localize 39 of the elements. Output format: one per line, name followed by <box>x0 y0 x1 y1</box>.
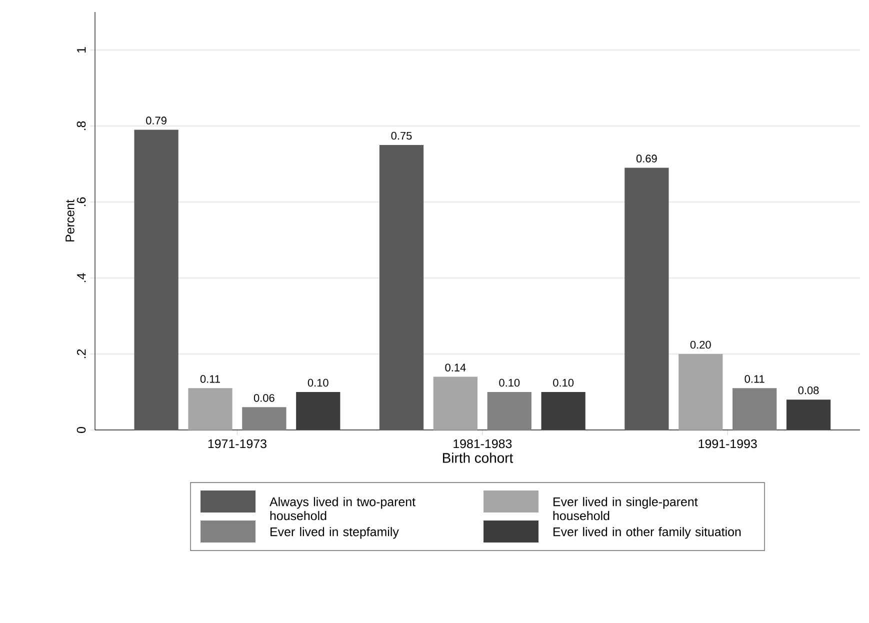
y-axis-title: Percent <box>66 200 74 242</box>
legend-label: Ever lived in stepfamily <box>270 527 399 539</box>
data-label: 0.79 <box>146 116 166 124</box>
bar <box>134 130 178 430</box>
y-tick-label: 1 <box>77 47 86 52</box>
y-tick-label: 0 <box>76 427 86 433</box>
x-tick-label: 1971-1973 <box>208 439 266 448</box>
legend-label: Ever lived in other family situation <box>554 527 741 539</box>
y-tick-label: .2 <box>76 349 86 358</box>
bar <box>624 168 669 430</box>
data-label: 0.08 <box>798 386 819 394</box>
bar <box>296 392 340 430</box>
legend-label: Ever lived in single-parent household <box>553 497 698 520</box>
x-tick-label: 1991-1993 <box>698 439 757 448</box>
data-label: 0.06 <box>254 394 274 402</box>
bar <box>487 392 532 430</box>
y-tick-label: .6 <box>76 197 86 206</box>
bar <box>242 407 286 430</box>
data-label: 0.69 <box>636 154 657 162</box>
x-tick-label: 1981-1983 <box>454 439 512 448</box>
data-label: 0.11 <box>200 375 220 383</box>
legend-label: Always lived in two-parent household <box>270 497 416 520</box>
bar <box>541 392 586 430</box>
data-label: 0.10 <box>308 378 328 387</box>
y-tick-label: .8 <box>76 121 86 130</box>
x-axis-title: Birth cohort <box>442 452 514 463</box>
data-label: 0.75 <box>391 132 412 140</box>
bar <box>188 388 232 430</box>
data-label: 0.20 <box>690 340 711 349</box>
bar <box>678 354 723 430</box>
data-label: 0.10 <box>553 378 574 387</box>
data-label: 0.14 <box>445 364 466 372</box>
y-tick-label: .4 <box>77 273 86 282</box>
bar <box>433 376 478 430</box>
bar <box>786 400 831 430</box>
bar <box>379 144 424 430</box>
bar <box>732 388 777 430</box>
data-label: 0.10 <box>499 378 520 387</box>
data-label: 0.11 <box>744 375 764 383</box>
